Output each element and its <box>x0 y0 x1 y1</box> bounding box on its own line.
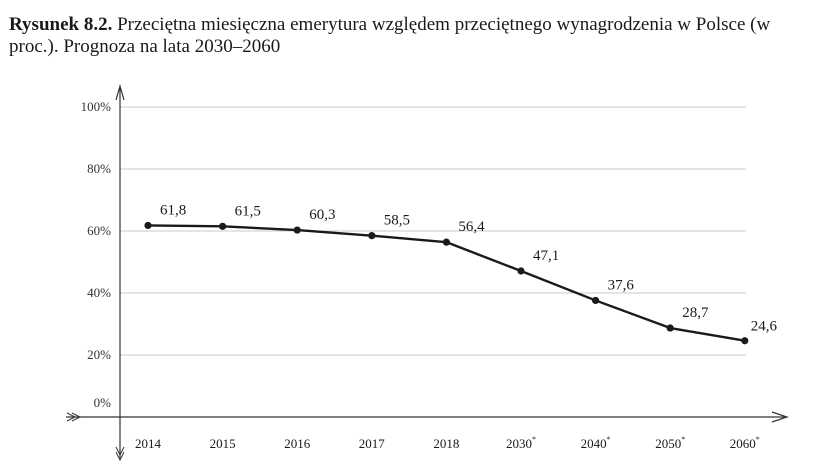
data-point <box>442 238 450 246</box>
y-axis-tail <box>115 446 125 462</box>
y-tick-label: 0% <box>94 395 112 410</box>
y-axis-labels: 0% 20% 40% 60% 80% 100% <box>81 99 112 410</box>
x-axis-labels: 2014 2015 2016 2017 2018 2030* 2040* 2050* 2060* <box>135 435 760 451</box>
x-tick-label: 2018 <box>433 436 459 451</box>
data-point <box>219 222 227 230</box>
y-axis-arrow <box>115 83 125 101</box>
data-label: 56,4 <box>458 219 485 235</box>
y-tick-label: 60% <box>87 223 111 238</box>
data-label: 61,8 <box>160 202 186 218</box>
y-tick-label: 100% <box>81 99 112 114</box>
x-tick-label: 2030* <box>506 435 536 451</box>
data-label: 37,6 <box>608 277 635 293</box>
data-point <box>368 232 376 240</box>
y-tick-label: 20% <box>87 347 111 362</box>
axes <box>66 83 789 462</box>
data-label: 60,3 <box>309 207 335 223</box>
x-axis-tail <box>66 412 82 422</box>
data-point <box>144 221 152 230</box>
x-tick-label: 2050* <box>655 435 685 451</box>
data-point <box>293 226 301 234</box>
data-label: 61,5 <box>235 203 261 219</box>
caption-text: Przeciętna miesięczna emerytura względem… <box>9 14 771 57</box>
x-tick-label: 2016 <box>284 436 311 451</box>
data-point <box>517 267 525 275</box>
data-labels: 61,8 61,5 60,3 58,5 56,4 47,1 37,6 28,7 24,6 <box>160 202 778 334</box>
grid-lines <box>120 106 746 356</box>
x-axis-arrow <box>771 411 789 423</box>
data-point <box>741 337 749 345</box>
data-label: 24,6 <box>751 319 778 335</box>
x-tick-label: 2060* <box>730 435 760 451</box>
x-tick-label: 2015 <box>210 436 236 451</box>
y-tick-label: 80% <box>87 161 111 176</box>
caption-label: Rysunek 8.2. <box>9 14 113 35</box>
data-series <box>144 221 749 345</box>
data-point <box>592 296 600 305</box>
x-tick-label: 2040* <box>581 435 611 451</box>
data-label: 58,5 <box>384 213 410 229</box>
x-tick-label: 2017 <box>359 436 386 451</box>
data-point <box>666 324 674 332</box>
data-label: 28,7 <box>682 305 709 321</box>
data-label: 47,1 <box>533 248 559 264</box>
x-tick-label: 2014 <box>135 436 162 451</box>
chart-caption: Rysunek 8.2. Przeciętna miesięczna emery… <box>9 14 821 58</box>
y-tick-label: 40% <box>87 285 111 300</box>
